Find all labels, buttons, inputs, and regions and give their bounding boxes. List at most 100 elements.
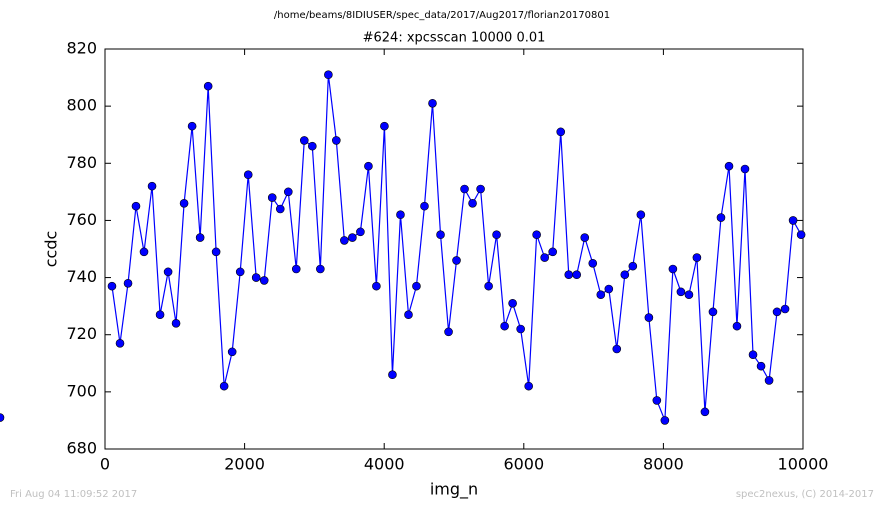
data-point [484,281,493,291]
data-point [372,281,381,291]
data-point [492,230,501,240]
data-point [251,273,261,282]
y-tick-label: 740 [66,267,97,286]
data-point [748,350,758,360]
data-point [604,284,614,294]
data-point [444,327,453,337]
data-point [155,310,165,320]
data-point [516,324,525,334]
data-point [227,347,237,357]
data-point [476,184,485,194]
data-point [692,253,702,262]
data-point [676,287,686,297]
data-point [572,270,582,280]
data-point [652,396,662,405]
x-tick-label: 4000 [364,455,405,474]
data-point [115,338,125,348]
data-point [468,198,477,208]
data-point [203,81,213,91]
data-point [612,344,622,354]
data-point [171,318,181,328]
data-point [299,136,309,145]
data-point [259,276,269,285]
data-point [211,247,221,257]
data-point [588,258,598,268]
data-point [332,136,341,145]
data-point [324,70,333,80]
data-point [532,230,541,240]
data-point [131,201,141,211]
data-point [308,141,317,151]
data-point [147,181,157,191]
data-point [708,307,718,317]
data-point [428,98,437,108]
x-tick-label: 0 [100,455,110,474]
data-point [564,270,574,280]
footer-right: spec2nexus, (C) 2014-2017 [736,489,874,500]
data-point [772,307,782,317]
data-point [756,361,766,371]
y-tick-label: 820 [66,39,97,58]
data-point [556,127,566,137]
data-point [420,201,429,211]
data-point [283,187,293,197]
x-tick-label: 2000 [224,455,265,474]
data-point [195,233,205,242]
data-point [580,233,590,242]
data-point [684,290,694,300]
data-point [732,321,742,331]
data-point [388,370,397,380]
data-point [179,198,189,208]
data-point [123,278,133,288]
x-tick-label: 10000 [778,455,829,474]
data-point [700,407,710,417]
data-point [724,161,734,171]
data-point [235,267,245,277]
data-line [111,74,802,421]
x-axis-label: img_n [430,480,478,500]
data-point [500,321,509,331]
plot-frame [104,48,804,450]
data-point [404,310,413,320]
data-point [788,216,798,225]
data-point [548,247,557,257]
data-point [412,281,421,291]
data-point [316,264,325,274]
data-point [620,270,630,280]
data-point [380,121,389,131]
footer-left: Fri Aug 04 11:09:52 2017 [10,489,137,500]
data-point [716,213,726,222]
x-tick-label: 6000 [503,455,544,474]
data-point [267,193,277,202]
x-tick-label: 8000 [643,455,684,474]
data-point [668,264,678,274]
chart-title: #624: xpcsscan 10000 0.01 [363,31,546,46]
data-point [540,253,549,262]
y-tick-label: 680 [66,439,97,458]
data-point [660,416,670,425]
data-point [764,376,774,385]
data-point [396,210,405,220]
data-point [780,304,790,314]
data-point [508,298,517,308]
data-point [340,236,349,245]
data-point [596,290,606,300]
y-tick-label: 700 [66,381,97,400]
y-axis-label: ccdc [42,231,61,268]
data-point [107,281,117,291]
data-point [139,247,149,257]
data-point [219,381,229,391]
data-point [291,264,301,274]
data-point [524,381,533,391]
data-point [740,164,750,174]
y-tick-label: 780 [66,153,97,172]
data-point [187,121,197,131]
data-point [644,313,654,322]
data-point [163,267,173,277]
data-point [356,227,365,237]
y-tick-label: 720 [66,324,97,343]
data-point [348,233,357,242]
y-tick-label: 760 [66,210,97,229]
